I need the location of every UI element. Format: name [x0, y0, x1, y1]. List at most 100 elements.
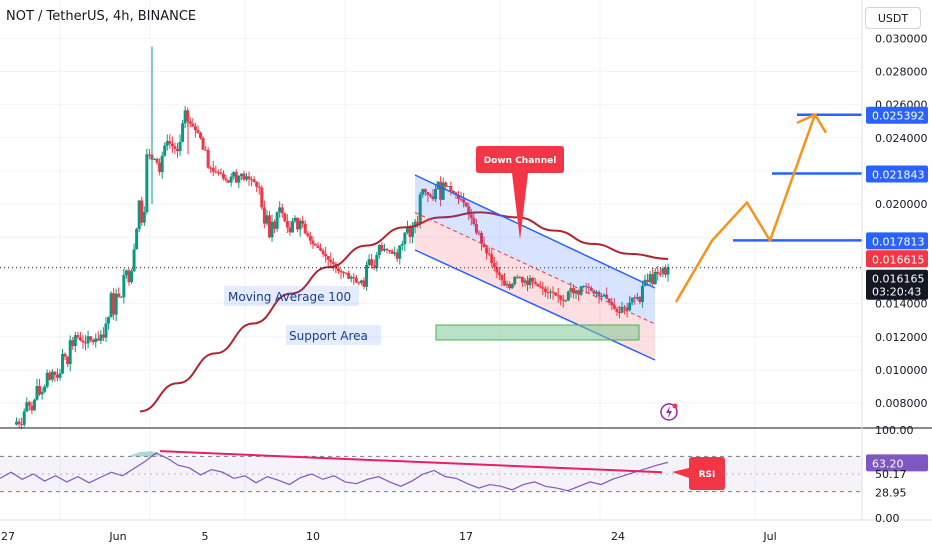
price-badge-bg	[866, 269, 928, 300]
candle-body	[372, 265, 376, 269]
price-badge: 0.021843	[866, 165, 928, 183]
candle-body	[273, 221, 277, 229]
candle-body	[382, 248, 386, 251]
rsi-tick-label: 100.00	[875, 424, 914, 437]
candle-body	[416, 221, 420, 224]
candle-body	[250, 179, 254, 181]
candle-body	[395, 252, 399, 259]
candle-body	[73, 335, 77, 347]
candle-body	[480, 232, 484, 244]
candle-body	[329, 259, 333, 263]
candle-body	[525, 280, 529, 286]
moving-average-100-line	[139, 211, 669, 413]
candle-body	[50, 371, 54, 380]
candle-body	[375, 255, 379, 269]
candle-body	[587, 287, 591, 289]
down-channel-label: Down Channel	[484, 156, 557, 166]
candle-body	[112, 293, 116, 315]
candle-body	[638, 296, 642, 302]
candle-body	[594, 292, 598, 294]
currency-selector[interactable]: USDT	[865, 7, 921, 29]
support-label-bg	[286, 325, 381, 345]
rsi-level-label: 28.95	[875, 487, 907, 500]
candle-body	[127, 270, 131, 283]
candle-body	[393, 252, 397, 254]
candle-body	[43, 386, 47, 392]
candle-body	[602, 294, 606, 297]
rsi-tick-label: 0.00	[875, 512, 900, 525]
candle-body	[589, 287, 593, 291]
candle-body	[408, 227, 412, 237]
candle-body	[311, 240, 315, 244]
candle-body	[543, 288, 547, 293]
candle-body	[487, 253, 491, 255]
candle-body	[270, 221, 274, 238]
candle-body	[40, 391, 44, 395]
candle-body	[635, 296, 639, 299]
rsi-overbought-fill	[128, 451, 160, 457]
candle-body	[577, 290, 581, 295]
candle-body	[497, 272, 501, 275]
candle-body	[86, 336, 90, 344]
candle-body	[255, 182, 259, 187]
candle-body	[290, 221, 294, 233]
candle-body	[331, 262, 335, 264]
candle-body	[359, 280, 363, 283]
candle-body	[89, 336, 93, 341]
candle-body	[94, 338, 98, 343]
candle-body	[446, 186, 450, 188]
candle-body	[168, 141, 172, 144]
candle-body	[262, 207, 266, 224]
candle-body	[22, 411, 26, 425]
candle-body	[170, 143, 174, 147]
candle-body	[367, 259, 371, 265]
candle-body	[390, 250, 394, 254]
candle-body	[257, 186, 261, 188]
support-area-label: Support Area	[289, 329, 368, 343]
price-tick-label: 0.030000	[875, 32, 928, 45]
candle-body	[546, 292, 550, 294]
candle-body	[385, 248, 389, 251]
candle-body	[528, 278, 532, 286]
candle-body	[400, 243, 404, 246]
candle-body	[607, 298, 611, 302]
candle-body	[500, 274, 504, 281]
candle-body	[285, 221, 289, 228]
candle-body	[48, 372, 52, 380]
candle-body	[431, 196, 435, 200]
candle-body	[592, 290, 596, 294]
down-channel-callout: Down Channel	[476, 146, 564, 240]
candle-body	[232, 172, 236, 177]
candle-body	[523, 280, 527, 283]
candle-body	[176, 148, 179, 152]
candle-body	[178, 141, 182, 152]
candle-body	[227, 180, 231, 183]
candle-body	[204, 149, 208, 151]
candle-body	[472, 218, 476, 225]
candle-body	[15, 421, 19, 425]
candle-body	[181, 123, 185, 142]
candle-body	[301, 220, 305, 224]
candle-body	[242, 173, 246, 180]
candle-body	[490, 254, 494, 264]
candle-body	[244, 176, 248, 180]
candle-body	[656, 271, 660, 274]
candle-body	[229, 176, 233, 183]
price-badge-bg	[866, 232, 928, 250]
candle-body	[574, 290, 578, 294]
candle-body	[224, 178, 228, 181]
candle-body	[20, 424, 24, 426]
candle-body	[81, 340, 85, 343]
candle-body	[515, 277, 519, 279]
price-badge: 0.016615	[866, 250, 928, 268]
candle-body	[25, 402, 29, 412]
candle-body	[564, 300, 568, 302]
candle-body	[510, 284, 514, 289]
candle-body	[188, 121, 192, 124]
candle-body	[556, 295, 560, 297]
rsi-line	[0, 452, 669, 492]
candle-body	[357, 282, 361, 284]
candle-body	[405, 227, 409, 233]
price-badge-bg	[866, 106, 928, 124]
